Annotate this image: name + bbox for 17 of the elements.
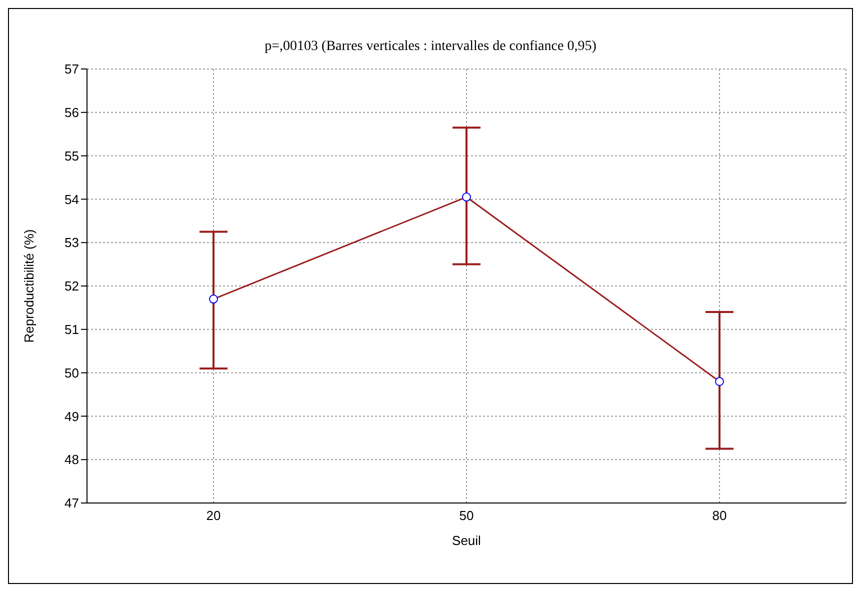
- y-tick-label: 50: [64, 365, 79, 380]
- y-axis-title: Reproductibilité (%): [22, 229, 37, 343]
- y-tick-label: 57: [64, 62, 79, 77]
- y-tick-label: 51: [64, 322, 79, 338]
- y-tick-label: 54: [64, 192, 79, 207]
- x-tick-label: 50: [459, 508, 474, 524]
- y-tick-label: 49: [64, 408, 79, 424]
- chart-title: p=,00103 (Barres verticales : intervalles de confiance 0,95): [264, 39, 598, 55]
- y-tick-label: 55: [64, 148, 79, 164]
- y-tick-label: 53: [64, 235, 79, 250]
- y-tick-label: 48: [64, 452, 79, 468]
- y-tick-label: 47: [64, 496, 79, 511]
- x-tick-label: 80: [712, 508, 727, 524]
- y-tick-label: 56: [64, 105, 79, 120]
- x-tick-label: 20: [206, 508, 221, 524]
- x-axis-title: Seuil: [452, 533, 482, 548]
- y-tick-label: 52: [64, 278, 79, 294]
